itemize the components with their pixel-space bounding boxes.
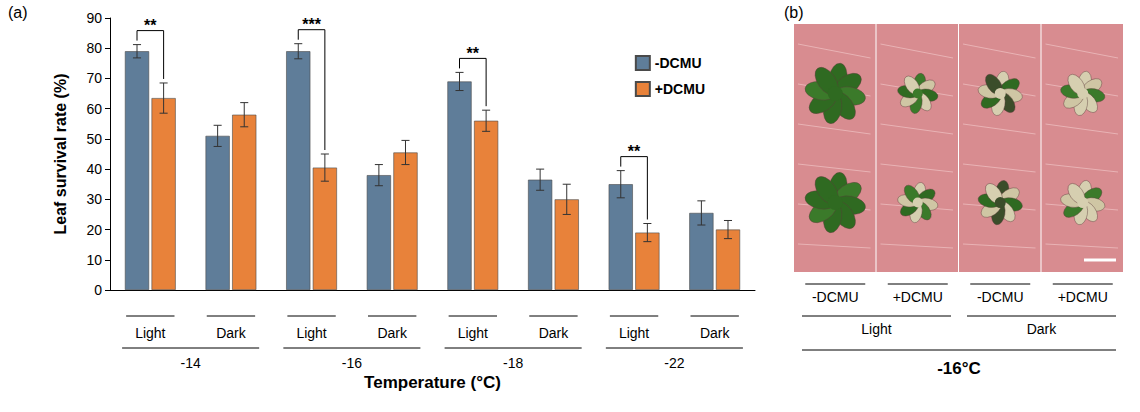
svg-text:-16°C: -16°C: [937, 359, 981, 378]
svg-text:-18: -18: [503, 355, 523, 371]
svg-text:Temperature (°C): Temperature (°C): [364, 373, 501, 392]
svg-text:-DCMU: -DCMU: [812, 289, 859, 305]
svg-text:**: **: [467, 45, 480, 62]
svg-text:50: 50: [86, 131, 102, 147]
svg-text:-14: -14: [181, 355, 201, 371]
svg-text:Dark: Dark: [1027, 321, 1058, 337]
svg-text:(b): (b): [784, 4, 804, 21]
svg-text:30: 30: [86, 191, 102, 207]
svg-text:20: 20: [86, 222, 102, 238]
svg-text:Light: Light: [135, 325, 165, 341]
svg-text:10: 10: [86, 252, 102, 268]
svg-text:Light: Light: [861, 321, 891, 337]
svg-text:Dark: Dark: [539, 325, 570, 341]
svg-text:**: **: [628, 143, 641, 160]
svg-text:0: 0: [94, 282, 102, 298]
svg-text:Dark: Dark: [377, 325, 408, 341]
svg-text:40: 40: [86, 161, 102, 177]
svg-text:80: 80: [86, 40, 102, 56]
svg-text:***: ***: [302, 16, 321, 33]
svg-text:Dark: Dark: [700, 325, 731, 341]
svg-text:Light: Light: [458, 325, 488, 341]
svg-text:70: 70: [86, 70, 102, 86]
svg-text:-16: -16: [342, 355, 362, 371]
svg-text:**: **: [144, 17, 157, 34]
svg-text:-DCMU: -DCMU: [977, 289, 1024, 305]
svg-text:Dark: Dark: [216, 325, 247, 341]
svg-text:(a): (a): [8, 4, 28, 21]
svg-text:Light: Light: [296, 325, 326, 341]
svg-text:-22: -22: [664, 355, 684, 371]
svg-text:60: 60: [86, 101, 102, 117]
svg-text:Light: Light: [619, 325, 649, 341]
svg-text:+DCMU: +DCMU: [655, 81, 705, 97]
svg-text:+DCMU: +DCMU: [893, 289, 943, 305]
svg-text:-DCMU: -DCMU: [655, 55, 702, 71]
svg-text:+DCMU: +DCMU: [1058, 289, 1108, 305]
svg-text:90: 90: [86, 10, 102, 26]
svg-text:Leaf survival rate (%): Leaf survival rate (%): [52, 74, 69, 235]
